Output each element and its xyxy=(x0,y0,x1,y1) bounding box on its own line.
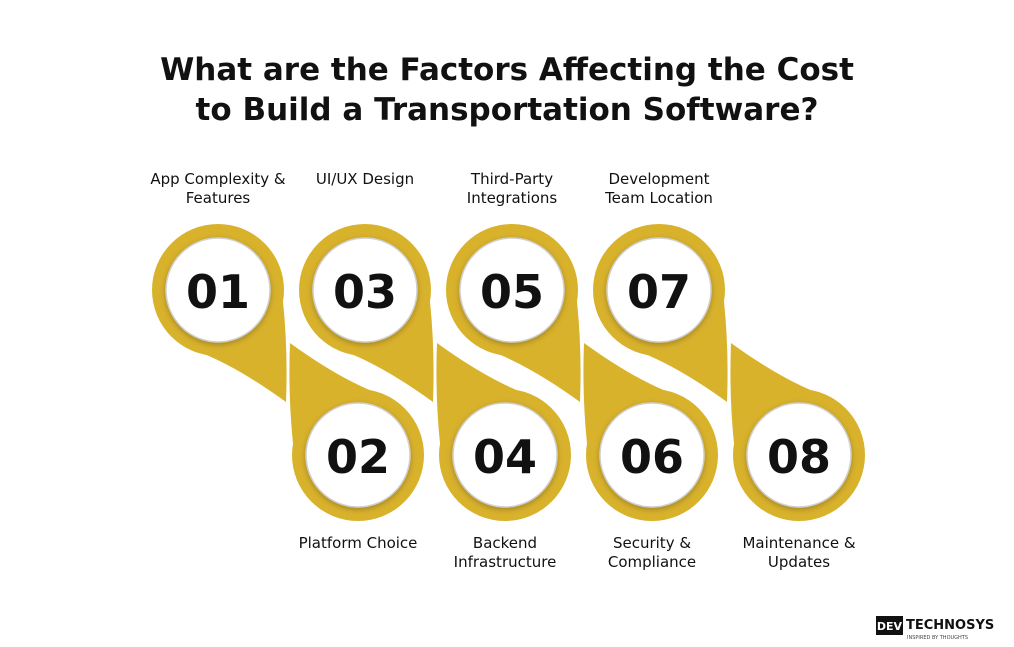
step-label: Integrations xyxy=(467,189,558,207)
inner-circle xyxy=(305,402,411,508)
inner-circle xyxy=(459,237,565,343)
step-label: Infrastructure xyxy=(454,553,557,571)
step-label: Backend xyxy=(473,534,537,552)
step-number: 07 xyxy=(627,265,691,319)
step-label: UI/UX Design xyxy=(316,170,414,188)
logo-name: TECHNOSYS xyxy=(906,618,994,633)
step-number: 03 xyxy=(333,265,397,319)
inner-circle xyxy=(312,237,418,343)
step-label: Platform Choice xyxy=(299,534,418,552)
logo-tagline: INSPIRED BY THOUGHTS xyxy=(907,635,968,641)
step-label: Features xyxy=(186,189,251,207)
logo-mark: DEV xyxy=(877,620,903,633)
title: to Build a Transportation Software? xyxy=(196,92,819,128)
step-label: Third-Party xyxy=(470,170,553,188)
step-label: Security & xyxy=(613,534,691,552)
logo-box xyxy=(876,616,903,635)
inner-circle xyxy=(599,402,705,508)
content: What are the Factors Affecting the Cost t… xyxy=(150,52,994,641)
step-label: Development xyxy=(609,170,710,188)
step-number: 08 xyxy=(767,430,831,484)
step-number: 01 xyxy=(186,265,250,319)
inner-circle xyxy=(746,402,852,508)
step-label: Updates xyxy=(768,553,830,571)
inner-circle xyxy=(606,237,712,343)
inner-circle xyxy=(165,237,271,343)
step-number: 02 xyxy=(326,430,390,484)
step-label: App Complexity & xyxy=(150,170,286,188)
inner-circle xyxy=(452,402,558,508)
step-label: Maintenance & xyxy=(742,534,855,552)
step-number: 04 xyxy=(473,430,537,484)
step-number: 05 xyxy=(480,265,544,319)
step-label: Team Location xyxy=(604,189,713,207)
step-number: 06 xyxy=(620,430,684,484)
title: What are the Factors Affecting the Cost xyxy=(160,52,854,88)
step-label: Compliance xyxy=(608,553,696,571)
